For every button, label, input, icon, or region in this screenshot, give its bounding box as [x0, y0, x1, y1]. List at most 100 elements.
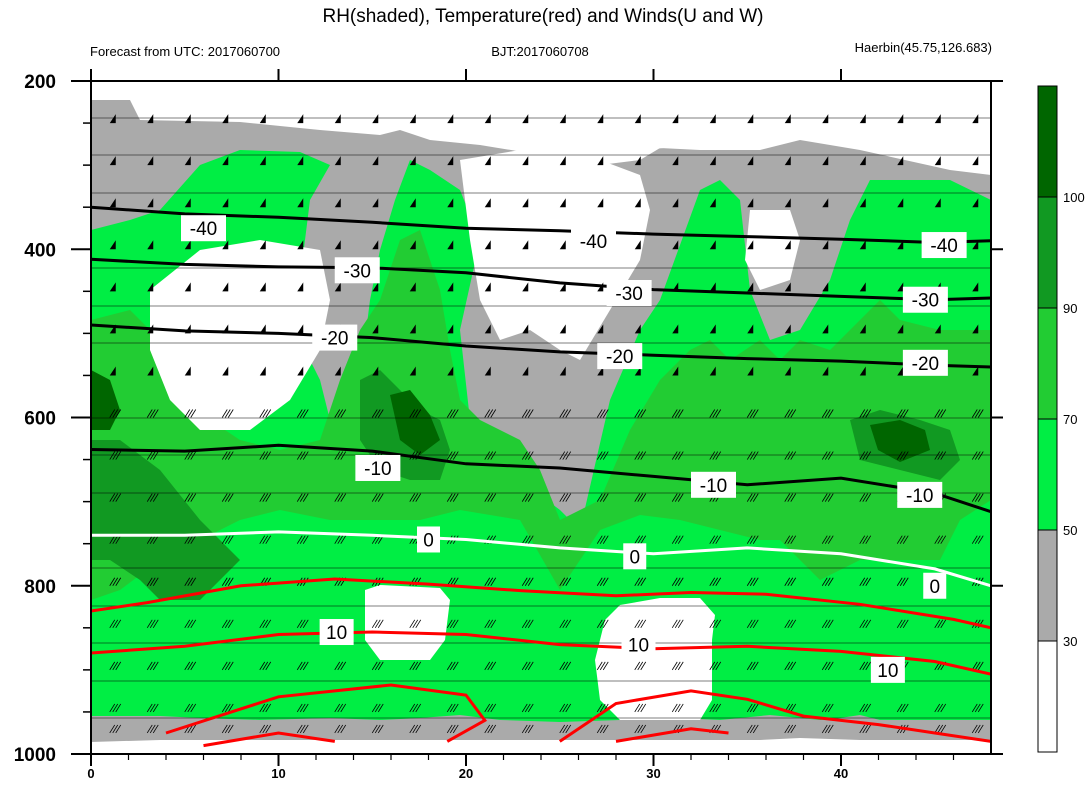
temperature-contour — [91, 205, 991, 245]
y-tick-label: 200 — [24, 72, 56, 93]
wind-barb-feather — [709, 451, 716, 460]
wind-barb-feather — [487, 619, 494, 629]
x-tick-label: 10 — [271, 766, 285, 781]
wind-barb-feather — [937, 619, 944, 629]
wind-barb-feather — [640, 535, 647, 544]
wind-barb-feather — [227, 493, 234, 502]
wind-barb-feather — [490, 451, 497, 460]
wind-barb-feather — [859, 619, 866, 629]
wind-barb-flag — [259, 282, 266, 292]
wind-barb-flag — [972, 282, 979, 292]
wind-barb-feather — [484, 724, 491, 734]
colorbar-tick-label: 90 — [1063, 301, 1077, 316]
wind-barb-feather — [559, 577, 566, 586]
wind-barb-feather — [490, 409, 497, 418]
wind-barb-feather — [487, 451, 494, 460]
wind-barb-feather — [224, 703, 231, 713]
wind-barb-feather — [602, 535, 609, 544]
wind-barb-feather — [677, 451, 684, 460]
wind-barb-feather — [452, 661, 459, 671]
wind-barb-feather — [749, 619, 756, 629]
contour-label-box — [902, 349, 948, 376]
wind-barb-feather — [671, 703, 678, 713]
contour-label-box — [897, 481, 943, 508]
wind-barb-feather — [149, 661, 156, 671]
wind-barb-flag — [222, 282, 229, 292]
wind-barb-feather — [562, 577, 569, 586]
wind-barb-feather — [299, 409, 306, 418]
wind-barb-feather — [862, 535, 869, 544]
wind-barb-feather — [677, 703, 684, 713]
wind-barb-feather — [937, 451, 944, 460]
wind-barb-feather — [296, 724, 303, 734]
wind-barb-feather — [974, 661, 981, 671]
wind-barb-feather — [746, 409, 753, 418]
wind-barb-feather — [937, 703, 944, 713]
wind-barb-feather — [715, 661, 722, 671]
wind-barb-feather — [599, 703, 606, 713]
wind-barb-feather — [262, 409, 269, 418]
wind-barb-flag — [934, 114, 941, 124]
wind-barb-feather — [790, 619, 797, 629]
wind-barb-feather — [334, 724, 341, 734]
wind-barb-feather — [487, 661, 494, 671]
wind-barb-feather — [302, 724, 309, 734]
wind-barb-feather — [224, 409, 231, 418]
wind-barb-feather — [565, 724, 572, 734]
wind-barb-feather — [221, 409, 228, 418]
wind-barb-feather — [749, 451, 756, 460]
wind-barb-feather — [152, 703, 159, 713]
colorbar-tick-label: 70 — [1063, 412, 1077, 427]
wind-barb-feather — [634, 619, 641, 629]
wind-barb-feather — [599, 535, 606, 544]
wind-barb-flag — [297, 282, 304, 292]
wind-barb-feather — [187, 451, 194, 460]
wind-barb-flag — [447, 282, 454, 292]
wind-barb-feather — [862, 409, 869, 418]
x-tick-label: 40 — [834, 766, 848, 781]
wind-barb-flag — [334, 240, 341, 250]
wind-barb-feather — [637, 493, 644, 502]
wind-barb-flag — [897, 114, 904, 124]
wind-barb-feather — [109, 703, 116, 713]
wind-barb-feather — [115, 493, 122, 502]
wind-barb-feather — [596, 409, 603, 418]
wind-barb-feather — [674, 703, 681, 713]
wind-barb-feather — [152, 535, 159, 544]
wind-barb-feather — [787, 451, 794, 460]
wind-barb-feather — [112, 535, 119, 544]
wind-barb-flag — [259, 156, 266, 166]
wind-barb-feather — [187, 703, 194, 713]
temperature-contour-warm — [165, 683, 488, 743]
rh-region-gt100-c — [870, 420, 930, 462]
wind-barb-feather — [787, 577, 794, 586]
contour-label-box — [571, 227, 616, 254]
wind-barb-feather — [596, 577, 603, 586]
wind-barb-flag — [372, 156, 379, 166]
wind-barb-flag — [409, 198, 416, 208]
wind-barb-feather — [634, 577, 641, 586]
wind-barb-feather — [146, 703, 153, 713]
wind-barb-feather — [112, 619, 119, 629]
wind-barb-feather — [109, 661, 116, 671]
wind-barb-feather — [602, 619, 609, 629]
wind-barb-feather — [109, 577, 116, 586]
wind-barb-feather — [827, 451, 834, 460]
wind-barb-feather — [787, 724, 794, 734]
wind-barb-feather — [752, 451, 759, 460]
wind-barb-feather — [749, 703, 756, 713]
wind-barb-feather — [184, 451, 191, 460]
wind-barb-feather — [715, 619, 722, 629]
wind-barb-feather — [302, 619, 309, 629]
wind-barb-feather — [565, 577, 572, 586]
wind-barb-feather — [902, 409, 909, 418]
wind-barb-feather — [187, 493, 194, 502]
wind-barb-feather — [152, 409, 159, 418]
wind-barb-feather — [712, 703, 719, 713]
wind-barb-feather — [302, 451, 309, 460]
wind-barb-feather — [524, 451, 531, 460]
wind-barb-feather — [484, 451, 491, 460]
wind-barb-feather — [377, 619, 384, 629]
wind-barb-feather — [671, 451, 678, 460]
colorbar-segment — [1037, 307, 1058, 420]
